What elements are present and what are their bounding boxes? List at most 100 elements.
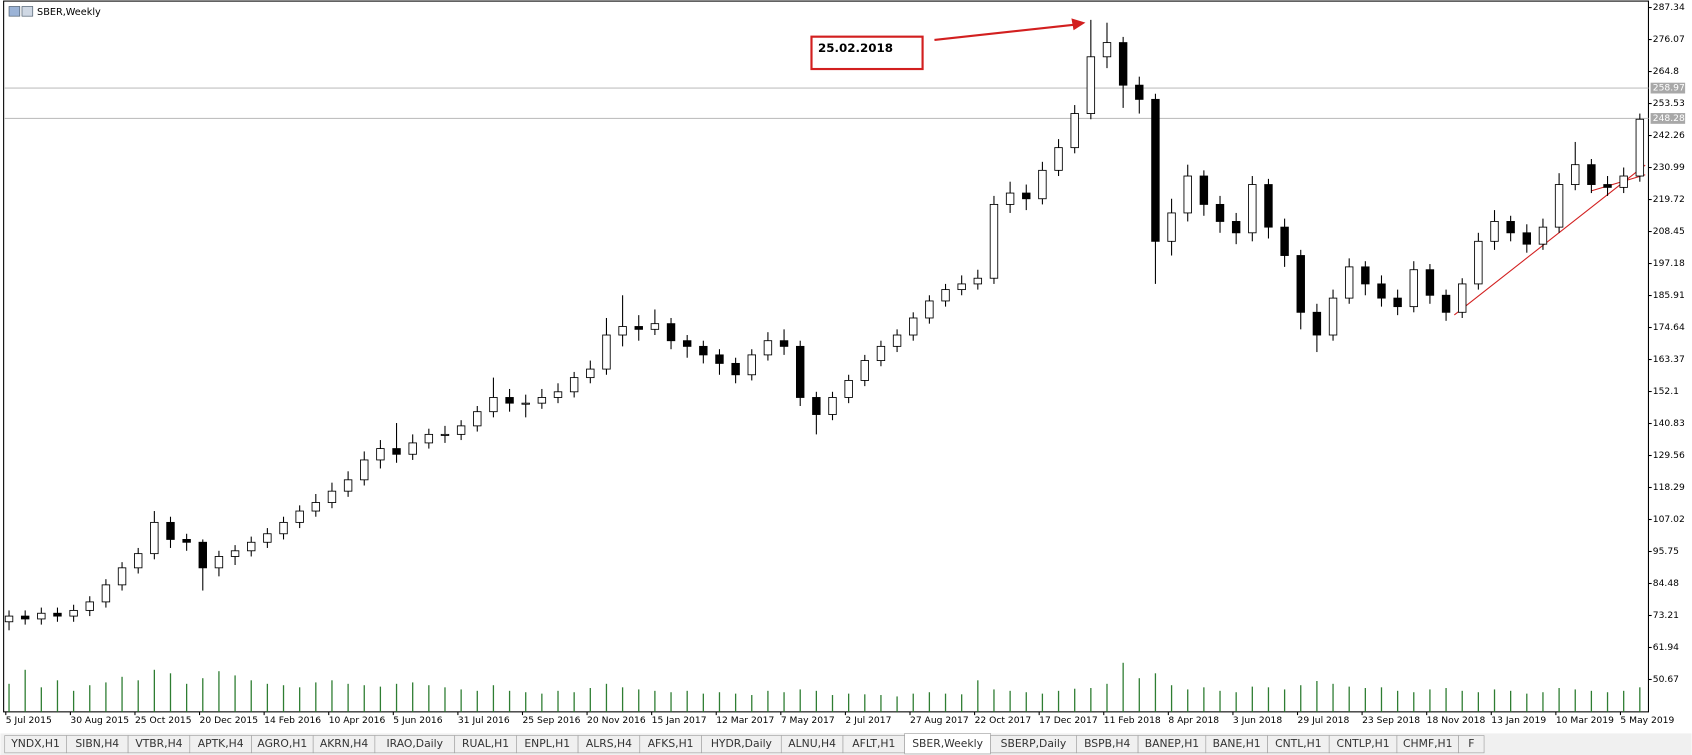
candle-body bbox=[1393, 297, 1402, 308]
window-title: SBER,Weekly bbox=[37, 7, 101, 18]
candle-body bbox=[1344, 266, 1354, 299]
price-label-box bbox=[1650, 113, 1686, 124]
candle-body bbox=[214, 556, 224, 569]
tab-label[interactable]: AGRO,H1 bbox=[257, 737, 307, 750]
candle-body bbox=[1038, 169, 1047, 200]
candle-body bbox=[1118, 42, 1128, 86]
tab-label[interactable]: CNTL,H1 bbox=[1275, 737, 1322, 750]
x-tick-label: 22 Oct 2017 bbox=[975, 715, 1032, 726]
candle-body bbox=[473, 411, 482, 427]
y-tick-label: 208.45 bbox=[1653, 226, 1685, 237]
tab-label[interactable]: YNDX,H1 bbox=[10, 737, 60, 750]
candle-body bbox=[1490, 221, 1499, 242]
chart-frame bbox=[3, 0, 1649, 713]
y-tick-label: 242.26 bbox=[1653, 130, 1685, 141]
trend-line bbox=[1453, 164, 1646, 316]
candle-body bbox=[1135, 84, 1144, 100]
candle-body bbox=[844, 380, 853, 398]
candle-body bbox=[311, 502, 321, 512]
candle-body bbox=[198, 541, 207, 569]
candle-body bbox=[1425, 269, 1435, 296]
tab-label[interactable]: ALNU,H4 bbox=[788, 737, 836, 750]
tab-label[interactable]: F bbox=[1468, 737, 1474, 750]
candle-body bbox=[876, 345, 886, 362]
candle-body bbox=[489, 397, 498, 413]
candle-body bbox=[860, 360, 870, 381]
tab-label[interactable]: SBER,Weekly bbox=[912, 737, 983, 750]
candle-body bbox=[408, 442, 417, 455]
candle-body bbox=[1231, 221, 1241, 234]
candle-body bbox=[1183, 175, 1192, 214]
y-tick-label: 219.72 bbox=[1653, 194, 1685, 205]
tab-label[interactable]: SIBN,H4 bbox=[75, 737, 119, 750]
candle-body bbox=[1264, 184, 1273, 228]
y-tick-label: 253.53 bbox=[1653, 98, 1685, 109]
candle-body bbox=[1151, 98, 1160, 242]
candle-body bbox=[1361, 266, 1370, 285]
candle-body bbox=[892, 334, 902, 347]
candle-body bbox=[69, 609, 78, 617]
candle-body bbox=[909, 317, 918, 336]
tab-label[interactable]: APTK,H4 bbox=[198, 737, 244, 750]
x-tick-label: 7 May 2017 bbox=[781, 715, 835, 726]
tab-label[interactable]: ENPL,H1 bbox=[524, 737, 570, 750]
y-tick-label: 230.99 bbox=[1653, 162, 1685, 173]
tab-label[interactable]: VTBR,H4 bbox=[135, 737, 182, 750]
x-tick-label: 14 Feb 2016 bbox=[264, 715, 321, 726]
candle-body bbox=[731, 362, 740, 376]
tab-label[interactable]: RUAL,H1 bbox=[462, 737, 509, 750]
tab-label[interactable]: AKRN,H4 bbox=[320, 737, 368, 750]
tab-label[interactable]: BANEP,H1 bbox=[1145, 737, 1199, 750]
y-tick-label: 287.34 bbox=[1653, 2, 1685, 13]
y-tick-label: 107.02 bbox=[1653, 514, 1685, 525]
price-label: 258.97 bbox=[1653, 83, 1685, 94]
candle-body bbox=[925, 300, 934, 319]
y-tick-label: 163.37 bbox=[1653, 354, 1685, 365]
tab-label[interactable]: CNTLP,H1 bbox=[1337, 737, 1390, 750]
candle-body bbox=[747, 354, 756, 376]
annotation-box bbox=[810, 35, 924, 71]
x-tick-label: 5 Jul 2015 bbox=[6, 715, 52, 726]
candle-body bbox=[343, 479, 353, 492]
tab[interactable] bbox=[1458, 735, 1485, 754]
x-tick-label: 5 Jun 2016 bbox=[393, 715, 442, 726]
tab-label[interactable]: ALRS,H4 bbox=[586, 737, 632, 750]
y-tick-label: 276.07 bbox=[1653, 34, 1685, 45]
x-tick-label: 25 Oct 2015 bbox=[135, 715, 192, 726]
x-tick-label: 25 Sep 2016 bbox=[522, 715, 580, 726]
candle-body bbox=[941, 289, 950, 302]
tab-label[interactable]: AFKS,H1 bbox=[648, 737, 694, 750]
candle-body bbox=[1102, 42, 1112, 58]
trend-line bbox=[1591, 174, 1646, 192]
candle-body bbox=[53, 612, 62, 617]
x-tick-label: 12 Mar 2017 bbox=[716, 715, 774, 726]
x-tick-label: 15 Jan 2017 bbox=[652, 715, 707, 726]
tab-label[interactable]: IRAO,Daily bbox=[387, 737, 444, 750]
y-tick-label: 174.64 bbox=[1653, 322, 1685, 333]
candle-body bbox=[1280, 226, 1289, 256]
candle-body bbox=[4, 615, 14, 623]
tab-label[interactable]: BSPB,H4 bbox=[1084, 737, 1130, 750]
candle-body bbox=[1409, 269, 1418, 308]
tab-label[interactable]: BANE,H1 bbox=[1213, 737, 1261, 750]
annotation-text: 25.02.2018 bbox=[818, 41, 893, 55]
x-tick-label: 8 Apr 2018 bbox=[1168, 715, 1219, 726]
candle-body bbox=[1199, 175, 1209, 205]
candle-body bbox=[1005, 192, 1015, 205]
tab-label[interactable]: HYDR,Daily bbox=[711, 737, 773, 750]
tab-label[interactable]: CHMF,H1 bbox=[1403, 737, 1452, 750]
y-tick-label: 185.91 bbox=[1653, 290, 1685, 301]
candle-body bbox=[20, 615, 30, 620]
x-tick-label: 13 Jan 2019 bbox=[1491, 715, 1546, 726]
x-tick-label: 10 Mar 2019 bbox=[1556, 715, 1614, 726]
x-tick-label: 11 Feb 2018 bbox=[1104, 715, 1161, 726]
tab-label[interactable]: SBERP,Daily bbox=[1001, 737, 1067, 750]
candle-body bbox=[440, 433, 450, 436]
candle-body bbox=[1538, 226, 1548, 245]
candle-body bbox=[456, 425, 466, 435]
tab-label[interactable]: AFLT,H1 bbox=[852, 737, 895, 750]
candle-body bbox=[666, 323, 676, 342]
candle-body bbox=[133, 553, 143, 569]
y-tick-label: 264.8 bbox=[1653, 66, 1679, 77]
